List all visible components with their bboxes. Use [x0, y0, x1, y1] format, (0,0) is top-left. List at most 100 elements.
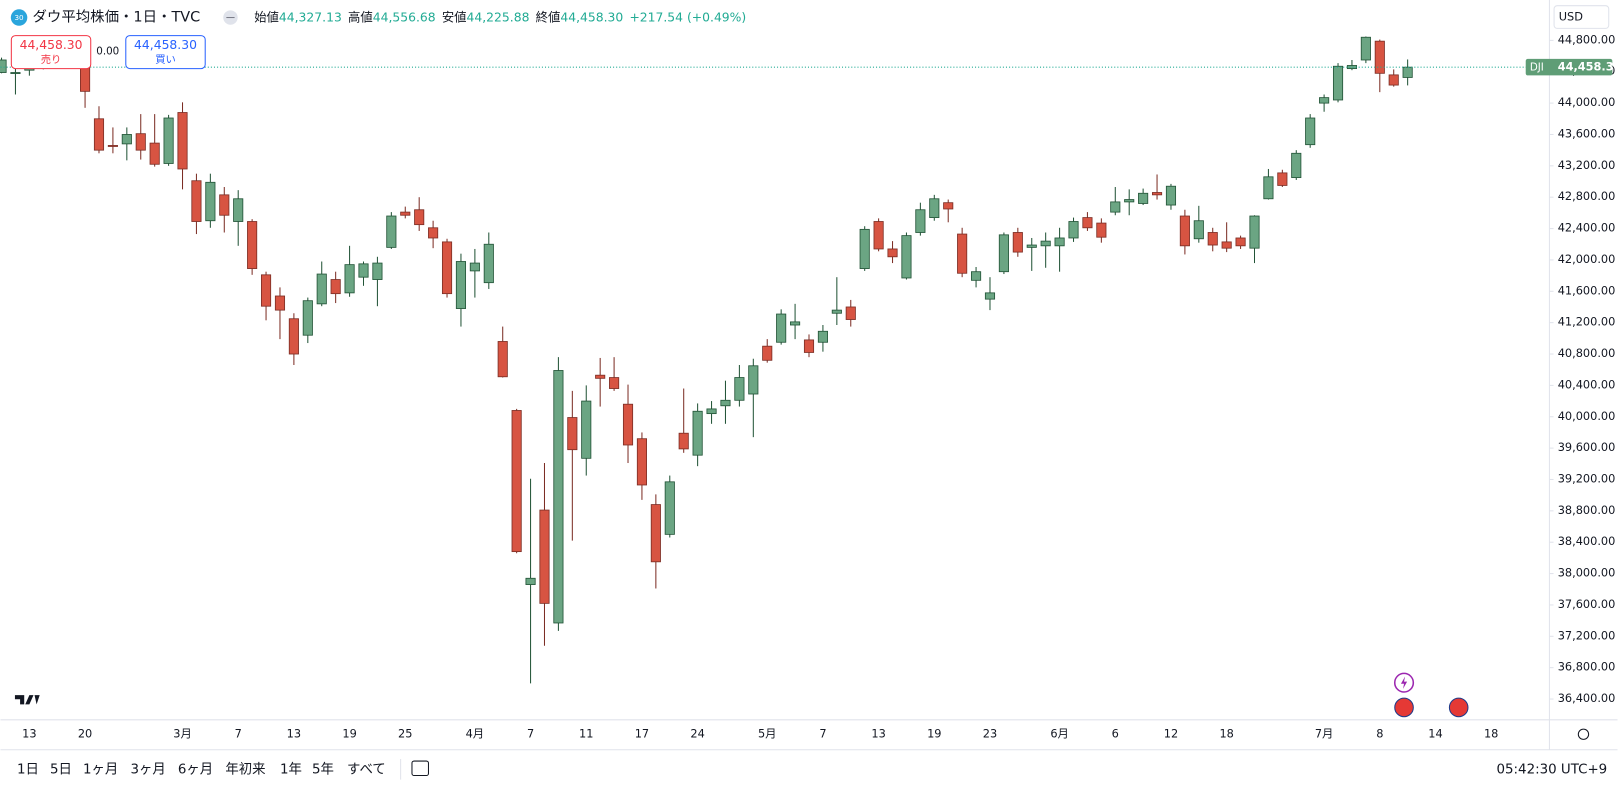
- candle-body: [803, 339, 815, 353]
- y-tick-label: 42,800.00: [1558, 189, 1616, 203]
- range-button[interactable]: 6ヶ月: [178, 762, 213, 777]
- candle-body: [135, 133, 146, 151]
- candle-body: [567, 417, 578, 451]
- candle-body: [1096, 222, 1107, 238]
- y-tick-label: 43,600.00: [1558, 126, 1616, 140]
- candle-body: [121, 134, 132, 145]
- candle-body: [274, 295, 286, 311]
- symbol-tag: DJI: [1530, 62, 1544, 74]
- low-value: 44,225.88: [467, 10, 530, 24]
- candle-body: [1012, 232, 1023, 253]
- candle-body: [595, 374, 606, 379]
- candle-body: [1054, 237, 1065, 247]
- candle-body: [845, 306, 856, 320]
- candle-body: [887, 248, 898, 258]
- candle-body: [358, 263, 369, 278]
- us-event-icon[interactable]: [1448, 697, 1469, 718]
- high-label: 高値: [348, 9, 373, 24]
- range-button[interactable]: 1日: [17, 762, 39, 777]
- candle-body: [1179, 215, 1190, 247]
- candle-body: [93, 118, 105, 151]
- last-price-label: 44,458.30: [1558, 60, 1618, 74]
- x-tick-label: 3月: [173, 726, 192, 740]
- plot: [0, 36, 1550, 684]
- sell-button[interactable]: [10, 35, 92, 70]
- candle-body: [260, 274, 272, 307]
- range-button[interactable]: 5日: [50, 762, 72, 777]
- open-value: 44,327.13: [279, 10, 342, 24]
- candle-body: [1249, 215, 1260, 249]
- x-tick-label: 13: [22, 726, 36, 740]
- clock[interactable]: 05:42:30 UTC+9: [1497, 762, 1608, 777]
- candle-body: [706, 408, 717, 415]
- candle-body: [1165, 185, 1177, 206]
- open-label: 始値: [254, 9, 279, 24]
- candle-body: [441, 241, 453, 295]
- range-button[interactable]: 年初来: [225, 761, 265, 777]
- candle-body: [414, 209, 425, 226]
- candle-body: [1277, 172, 1288, 186]
- candle-body: [539, 509, 550, 604]
- candle-body: [1207, 232, 1218, 246]
- goto-date-icon[interactable]: [411, 760, 429, 777]
- candle-body: [776, 313, 787, 343]
- y-tick-label: 40,400.00: [1558, 377, 1616, 391]
- candle-body: [748, 365, 759, 395]
- range-button[interactable]: 1年: [280, 761, 302, 777]
- range-button[interactable]: すべて: [347, 761, 386, 777]
- range-button[interactable]: 3ヶ月: [130, 762, 165, 777]
- candle-body: [525, 577, 536, 585]
- sell-price: 44,458.30: [20, 38, 83, 52]
- candle-body: [455, 261, 467, 309]
- candle-body: [483, 243, 494, 284]
- candle-body: [817, 330, 828, 343]
- x-tick-label: 6月: [1050, 726, 1069, 740]
- range-button[interactable]: 5年: [312, 761, 334, 777]
- candle-body: [288, 318, 299, 355]
- candle-body: [372, 262, 383, 280]
- x-tick-label: 7: [819, 726, 826, 740]
- candle-body: [219, 194, 230, 216]
- candle-body: [316, 273, 327, 305]
- x-tick-label: 20: [78, 726, 92, 740]
- x-tick-label: 7月: [1315, 726, 1334, 740]
- candle-body: [831, 309, 842, 314]
- candle-body: [1151, 192, 1163, 196]
- candle-body: [1360, 36, 1371, 61]
- candle-body: [873, 221, 884, 250]
- us-event-icon[interactable]: [1394, 697, 1414, 718]
- x-tick-label: 18: [1484, 726, 1498, 740]
- range-button[interactable]: 1ヶ月: [83, 762, 118, 777]
- settings-icon[interactable]: [1577, 728, 1590, 740]
- high-value: 44,556.68: [373, 10, 436, 24]
- candle-body: [1374, 40, 1385, 74]
- y-tick-label: 41,200.00: [1558, 315, 1616, 329]
- toolbar: 1日 5日 1ヶ月 3ヶ月 6ヶ月 年初来 1年 5年 すべて: [17, 761, 386, 777]
- tv-logo[interactable]: [14, 695, 40, 705]
- x-tick-label: 14: [1428, 726, 1442, 740]
- symbol-title[interactable]: ダウ平均株価・1日・TVC: [32, 9, 200, 26]
- candle-body: [1305, 117, 1316, 146]
- candle-body: [957, 233, 968, 274]
- candle-body: [901, 235, 912, 279]
- candle-body: [734, 377, 745, 401]
- candle-body: [636, 438, 647, 486]
- sell-label: 売り: [41, 53, 62, 66]
- y-tick-label: 38,800.00: [1558, 503, 1616, 517]
- candle-body: [107, 145, 118, 147]
- candle-body: [1221, 241, 1232, 249]
- candle-body: [553, 370, 564, 624]
- x-tick-label: 6: [1112, 726, 1119, 740]
- currency-button[interactable]: [1553, 5, 1610, 29]
- y-tick-label: 41,600.00: [1558, 283, 1616, 297]
- candle-body: [302, 300, 313, 336]
- candle-body: [664, 481, 675, 535]
- event-icon-bolt: [1400, 676, 1408, 689]
- y-tick-label: 37,600.00: [1558, 597, 1616, 611]
- change-value: +217.54 (+0.49%): [629, 10, 746, 24]
- buy-button[interactable]: [125, 35, 206, 70]
- y-tick-label: 38,400.00: [1558, 534, 1616, 548]
- candle-body: [1124, 199, 1135, 203]
